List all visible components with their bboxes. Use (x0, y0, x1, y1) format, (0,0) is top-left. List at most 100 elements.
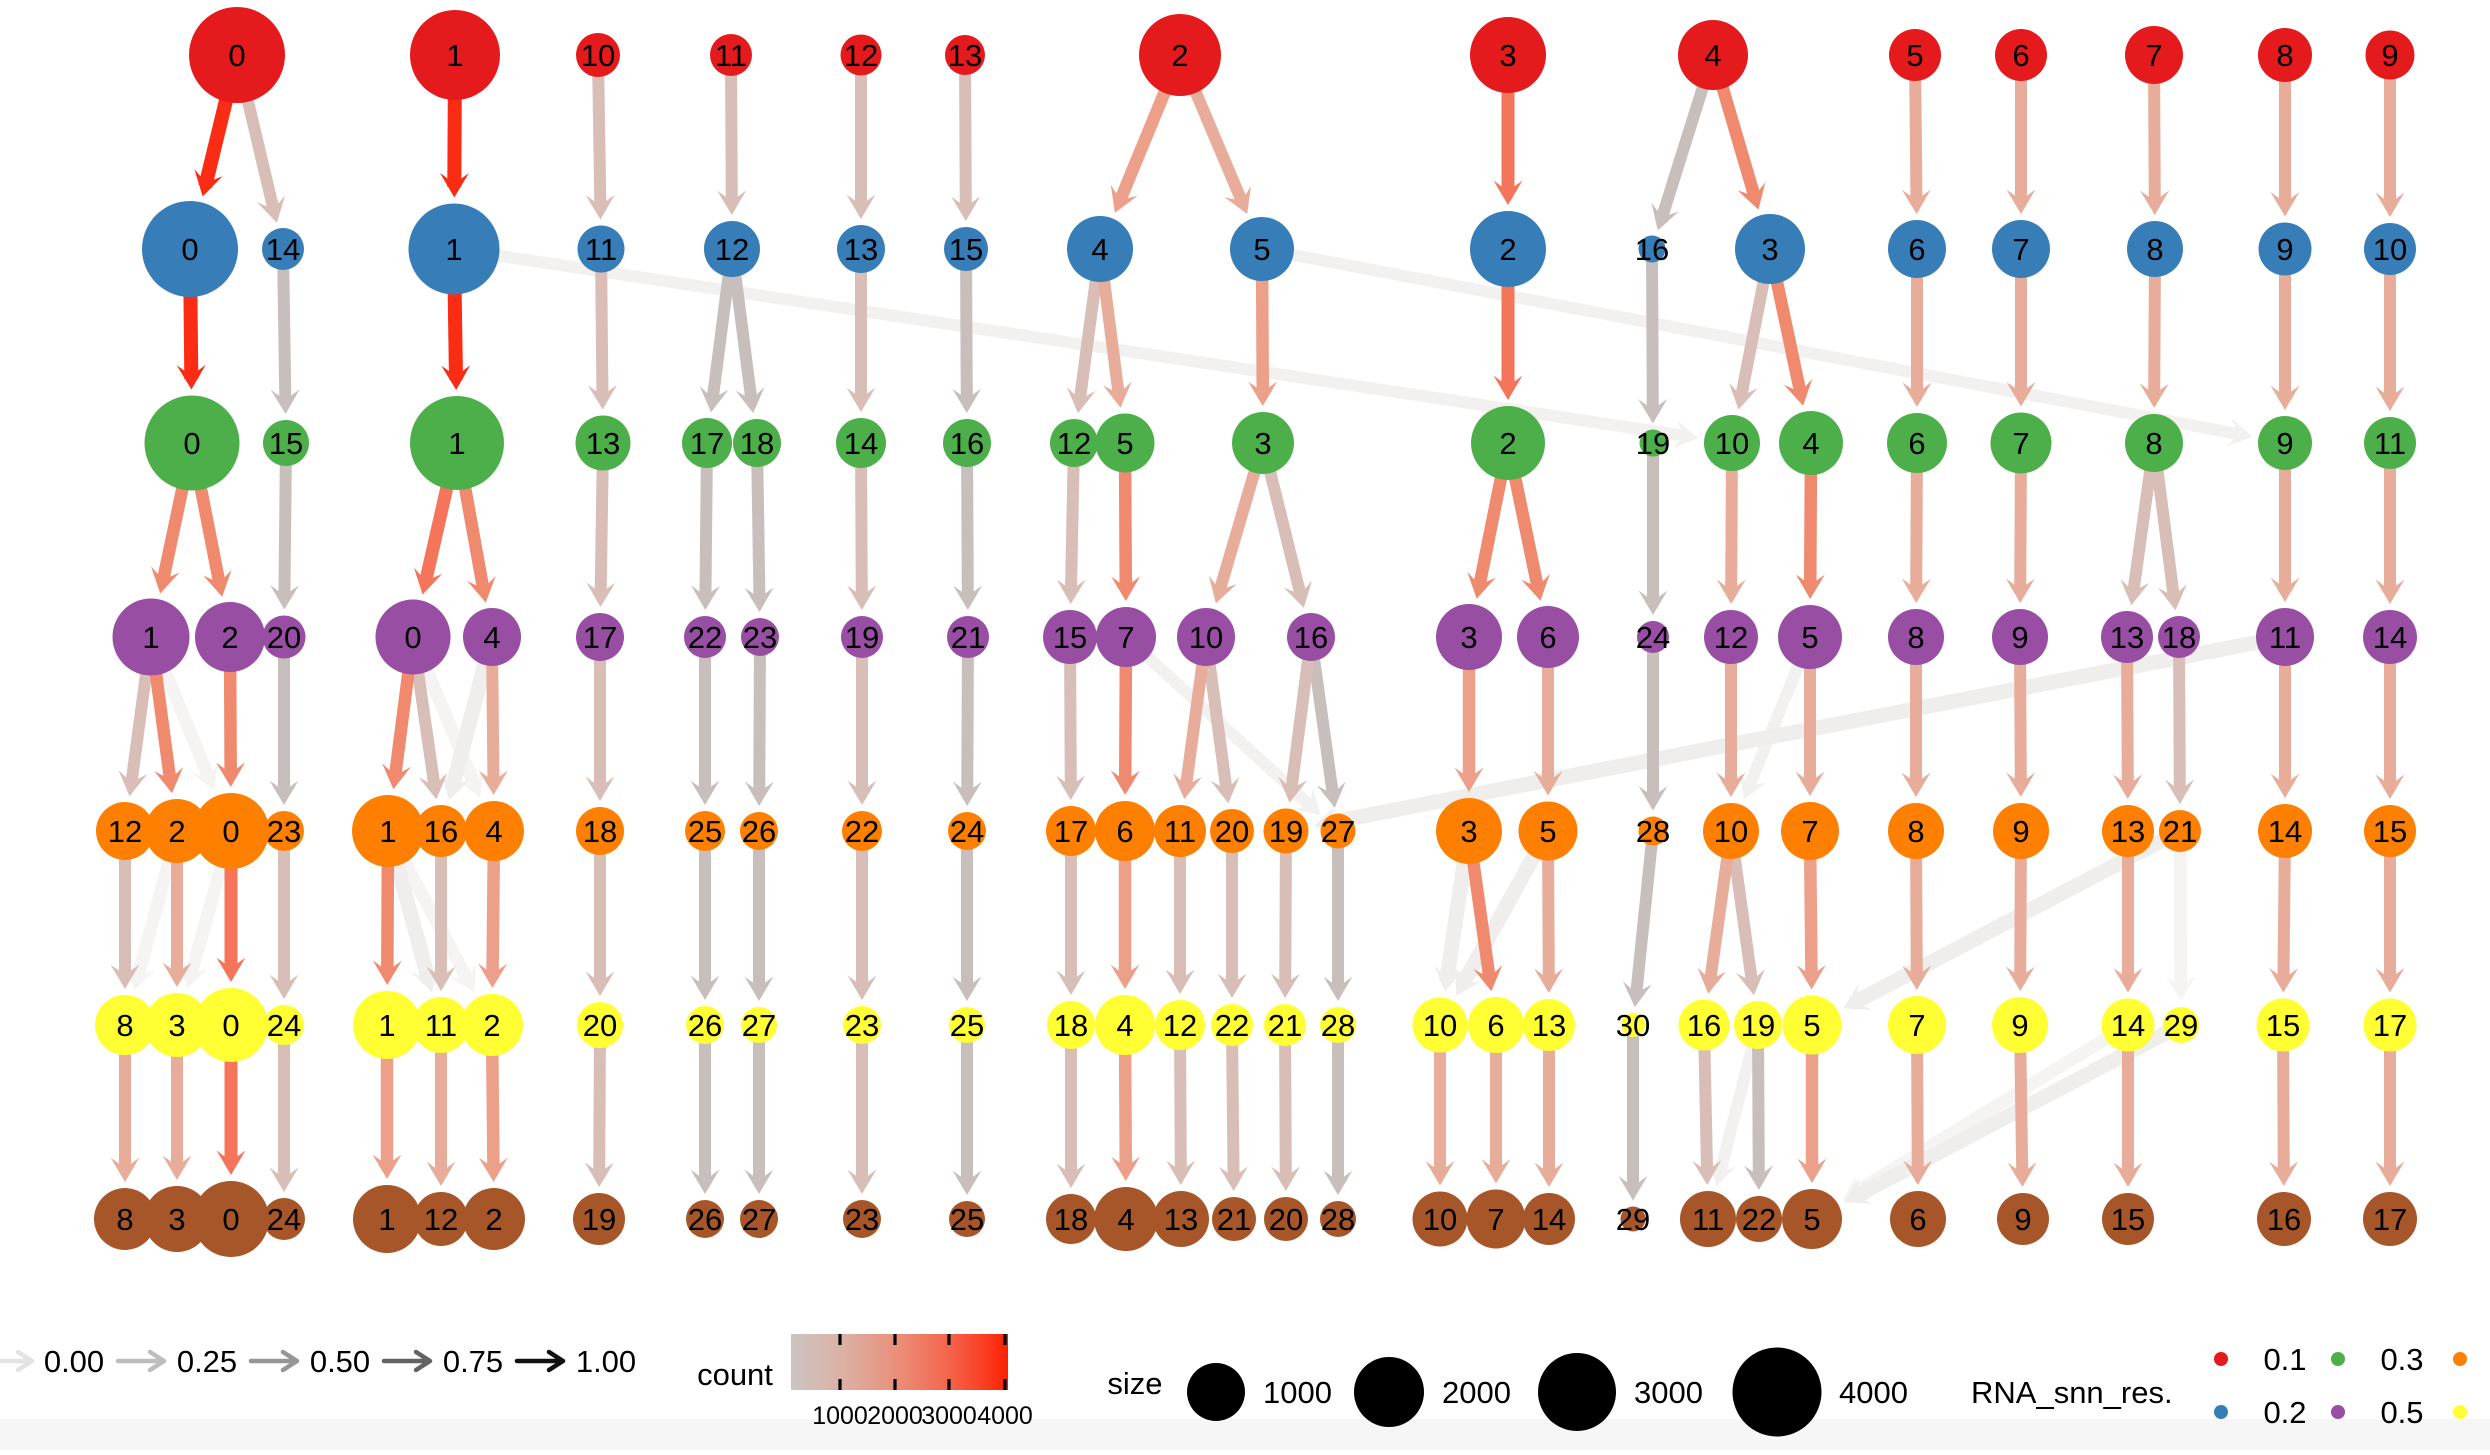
svg-text:17: 17 (2373, 1202, 2407, 1237)
svg-text:2: 2 (1499, 232, 1516, 267)
svg-text:4: 4 (1117, 1202, 1134, 1237)
svg-text:1000: 1000 (812, 1402, 868, 1430)
svg-text:28: 28 (1321, 1008, 1355, 1043)
svg-text:21: 21 (951, 620, 985, 655)
svg-text:5: 5 (1801, 620, 1818, 655)
svg-text:count: count (697, 1357, 773, 1392)
svg-text:29: 29 (2164, 1008, 2198, 1043)
svg-text:10: 10 (1423, 1202, 1457, 1237)
svg-text:17: 17 (1054, 814, 1088, 849)
svg-text:1: 1 (379, 814, 396, 849)
svg-text:14: 14 (2373, 620, 2407, 655)
svg-text:2: 2 (483, 1008, 500, 1043)
svg-text:20: 20 (1269, 1202, 1303, 1237)
svg-text:0: 0 (404, 620, 421, 655)
svg-text:2: 2 (221, 620, 238, 655)
svg-text:5: 5 (1803, 1202, 1820, 1237)
svg-text:25: 25 (950, 1202, 984, 1237)
svg-text:11: 11 (2269, 620, 2301, 655)
svg-text:9: 9 (2276, 426, 2293, 461)
svg-text:1.00: 1.00 (576, 1344, 636, 1379)
svg-text:4: 4 (1802, 426, 1819, 461)
svg-text:7: 7 (1908, 1008, 1925, 1043)
svg-text:15: 15 (2373, 814, 2407, 849)
svg-text:1: 1 (378, 1202, 395, 1237)
svg-text:9: 9 (2012, 814, 2029, 849)
svg-text:5: 5 (1116, 426, 1133, 461)
svg-text:0: 0 (222, 814, 239, 849)
svg-text:25: 25 (950, 1008, 984, 1043)
svg-text:16: 16 (950, 426, 984, 461)
svg-text:0.2: 0.2 (2263, 1395, 2306, 1430)
svg-text:1000: 1000 (1263, 1375, 1332, 1410)
svg-text:28: 28 (1321, 1202, 1355, 1237)
svg-text:4: 4 (1091, 232, 1108, 267)
svg-text:15: 15 (269, 426, 303, 461)
svg-text:13: 13 (586, 426, 620, 461)
svg-text:11: 11 (1164, 814, 1196, 849)
svg-text:24: 24 (1636, 620, 1670, 655)
svg-text:2000: 2000 (1442, 1375, 1511, 1410)
svg-text:29: 29 (1616, 1202, 1650, 1237)
svg-text:4: 4 (1116, 1008, 1133, 1043)
svg-text:8: 8 (2276, 38, 2293, 73)
svg-text:5: 5 (1906, 38, 1923, 73)
svg-text:18: 18 (1054, 1008, 1088, 1043)
svg-text:6: 6 (1116, 814, 1133, 849)
svg-text:2: 2 (1171, 38, 1188, 73)
svg-text:22: 22 (1742, 1202, 1776, 1237)
svg-text:27: 27 (1321, 814, 1355, 849)
svg-text:9: 9 (2011, 620, 2028, 655)
svg-text:19: 19 (1741, 1008, 1775, 1043)
svg-text:16: 16 (424, 814, 458, 849)
svg-text:12: 12 (1714, 620, 1748, 655)
svg-text:12: 12 (108, 814, 142, 849)
svg-text:3: 3 (168, 1202, 185, 1237)
svg-text:4: 4 (485, 814, 502, 849)
svg-text:8: 8 (2146, 232, 2163, 267)
svg-text:14: 14 (2268, 814, 2302, 849)
svg-text:21: 21 (2163, 814, 2197, 849)
svg-text:6: 6 (1908, 232, 1925, 267)
svg-text:4000: 4000 (1839, 1375, 1908, 1410)
svg-text:13: 13 (2111, 814, 2145, 849)
svg-text:21: 21 (1268, 1008, 1302, 1043)
svg-text:25: 25 (688, 814, 722, 849)
svg-text:14: 14 (2111, 1008, 2145, 1043)
svg-text:5: 5 (1253, 232, 1270, 267)
svg-text:0: 0 (181, 232, 198, 267)
svg-text:13: 13 (1164, 1202, 1198, 1237)
svg-text:14: 14 (266, 232, 300, 267)
svg-text:16: 16 (1687, 1008, 1721, 1043)
svg-text:14: 14 (1532, 1202, 1566, 1237)
svg-text:16: 16 (2267, 1202, 2301, 1237)
svg-text:23: 23 (845, 1008, 879, 1043)
svg-text:18: 18 (740, 426, 774, 461)
svg-text:10: 10 (2373, 232, 2407, 267)
svg-text:9: 9 (2381, 38, 2398, 73)
svg-text:0.25: 0.25 (177, 1344, 237, 1379)
svg-text:12: 12 (715, 232, 749, 267)
svg-text:9: 9 (2011, 1008, 2028, 1043)
svg-text:3: 3 (1761, 232, 1778, 267)
svg-text:7: 7 (2012, 232, 2029, 267)
svg-text:18: 18 (2162, 620, 2196, 655)
svg-text:6: 6 (1908, 426, 1925, 461)
svg-text:9: 9 (2276, 232, 2293, 267)
svg-text:5: 5 (1803, 1008, 1820, 1043)
svg-text:0: 0 (222, 1202, 239, 1237)
svg-text:13: 13 (844, 232, 878, 267)
svg-text:1: 1 (378, 1008, 395, 1043)
svg-text:10: 10 (1714, 814, 1748, 849)
svg-text:24: 24 (950, 814, 984, 849)
svg-text:8: 8 (116, 1202, 133, 1237)
svg-text:22: 22 (845, 814, 879, 849)
svg-text:19: 19 (845, 620, 879, 655)
svg-text:size: size (1107, 1366, 1162, 1401)
svg-text:13: 13 (2110, 620, 2144, 655)
svg-text:2: 2 (1499, 426, 1516, 461)
svg-text:11: 11 (1692, 1202, 1724, 1237)
svg-text:9: 9 (2014, 1202, 2031, 1237)
svg-text:10: 10 (1715, 426, 1749, 461)
svg-text:0.5: 0.5 (2380, 1395, 2423, 1430)
